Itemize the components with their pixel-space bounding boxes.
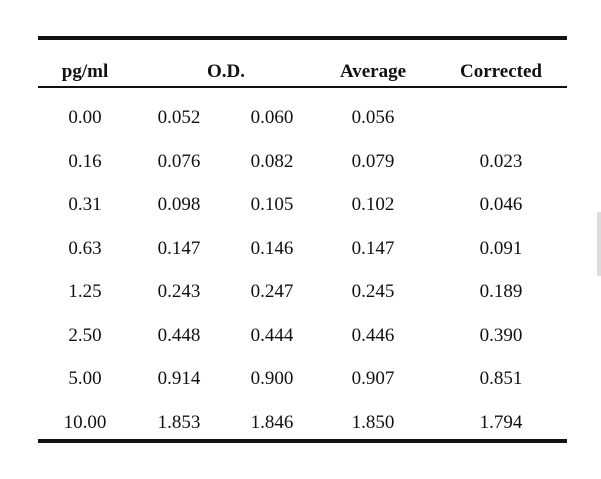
header-average: Average [339, 61, 407, 82]
cell-od-2: 0.082 [250, 150, 294, 172]
cell-concentration: 0.00 [68, 107, 102, 128]
cell-od-2: 0.900 [250, 368, 294, 389]
table-body: 0.00 0.052 0.060 0.056 0.16 0.076 0.082 0.079 0.… [38, 88, 567, 439]
cell-od-2: 0.247 [250, 281, 294, 302]
cell-corrected: 0.189 [479, 281, 523, 302]
cell-od-2: 0.105 [250, 194, 294, 215]
cell-average: 0.102 [351, 194, 395, 215]
standard-curve-table: pg/ml O.D. Average Corrected 0.00 0.052 0.… [38, 36, 567, 443]
cell-concentration: 10.00 [63, 411, 107, 433]
cell-average: 1.850 [351, 411, 395, 433]
cell-od-1: 0.098 [157, 194, 201, 215]
cell-average: 0.446 [351, 324, 395, 346]
cell-corrected: 0.390 [479, 324, 523, 346]
cell-od-1: 1.853 [157, 411, 201, 433]
cell-od-1: 0.076 [157, 150, 201, 172]
cell-corrected: 1.794 [479, 411, 523, 433]
top-rule [38, 36, 567, 40]
cell-average: 0.907 [351, 368, 395, 389]
cell-concentration: 1.25 [68, 281, 102, 302]
cell-concentration: 0.16 [68, 150, 102, 172]
cell-od-1: 0.914 [157, 368, 201, 389]
header-concentration: pg/ml [61, 61, 109, 82]
cell-od-1: 0.052 [157, 107, 201, 128]
bottom-rule [38, 439, 567, 443]
header-od: O.D. [207, 61, 245, 82]
page-edge-mark [597, 212, 601, 276]
cell-od-2: 1.846 [250, 411, 294, 433]
cell-concentration: 0.31 [68, 194, 102, 215]
cell-od-1: 0.243 [157, 281, 201, 302]
cell-od-2: 0.060 [250, 107, 294, 128]
cell-corrected: 0.023 [479, 150, 523, 172]
cell-od-1: 0.147 [157, 237, 201, 259]
header-row: pg/ml O.D. Average Corrected [38, 40, 567, 86]
cell-corrected: 0.091 [479, 237, 523, 259]
cell-average: 0.147 [351, 237, 395, 259]
cell-od-2: 0.444 [250, 324, 294, 346]
cell-average: 0.056 [351, 107, 395, 128]
cell-od-2: 0.146 [250, 237, 294, 259]
cell-concentration: 2.50 [68, 324, 102, 346]
cell-od-1: 0.448 [157, 324, 201, 346]
cell-corrected: 0.851 [479, 368, 523, 389]
cell-average: 0.079 [351, 150, 395, 172]
header-rule [38, 86, 567, 88]
cell-concentration: 0.63 [68, 237, 102, 259]
cell-corrected: 0.046 [479, 194, 523, 215]
cell-concentration: 5.00 [68, 368, 102, 389]
header-corrected: Corrected [460, 61, 542, 82]
cell-average: 0.245 [351, 281, 395, 302]
